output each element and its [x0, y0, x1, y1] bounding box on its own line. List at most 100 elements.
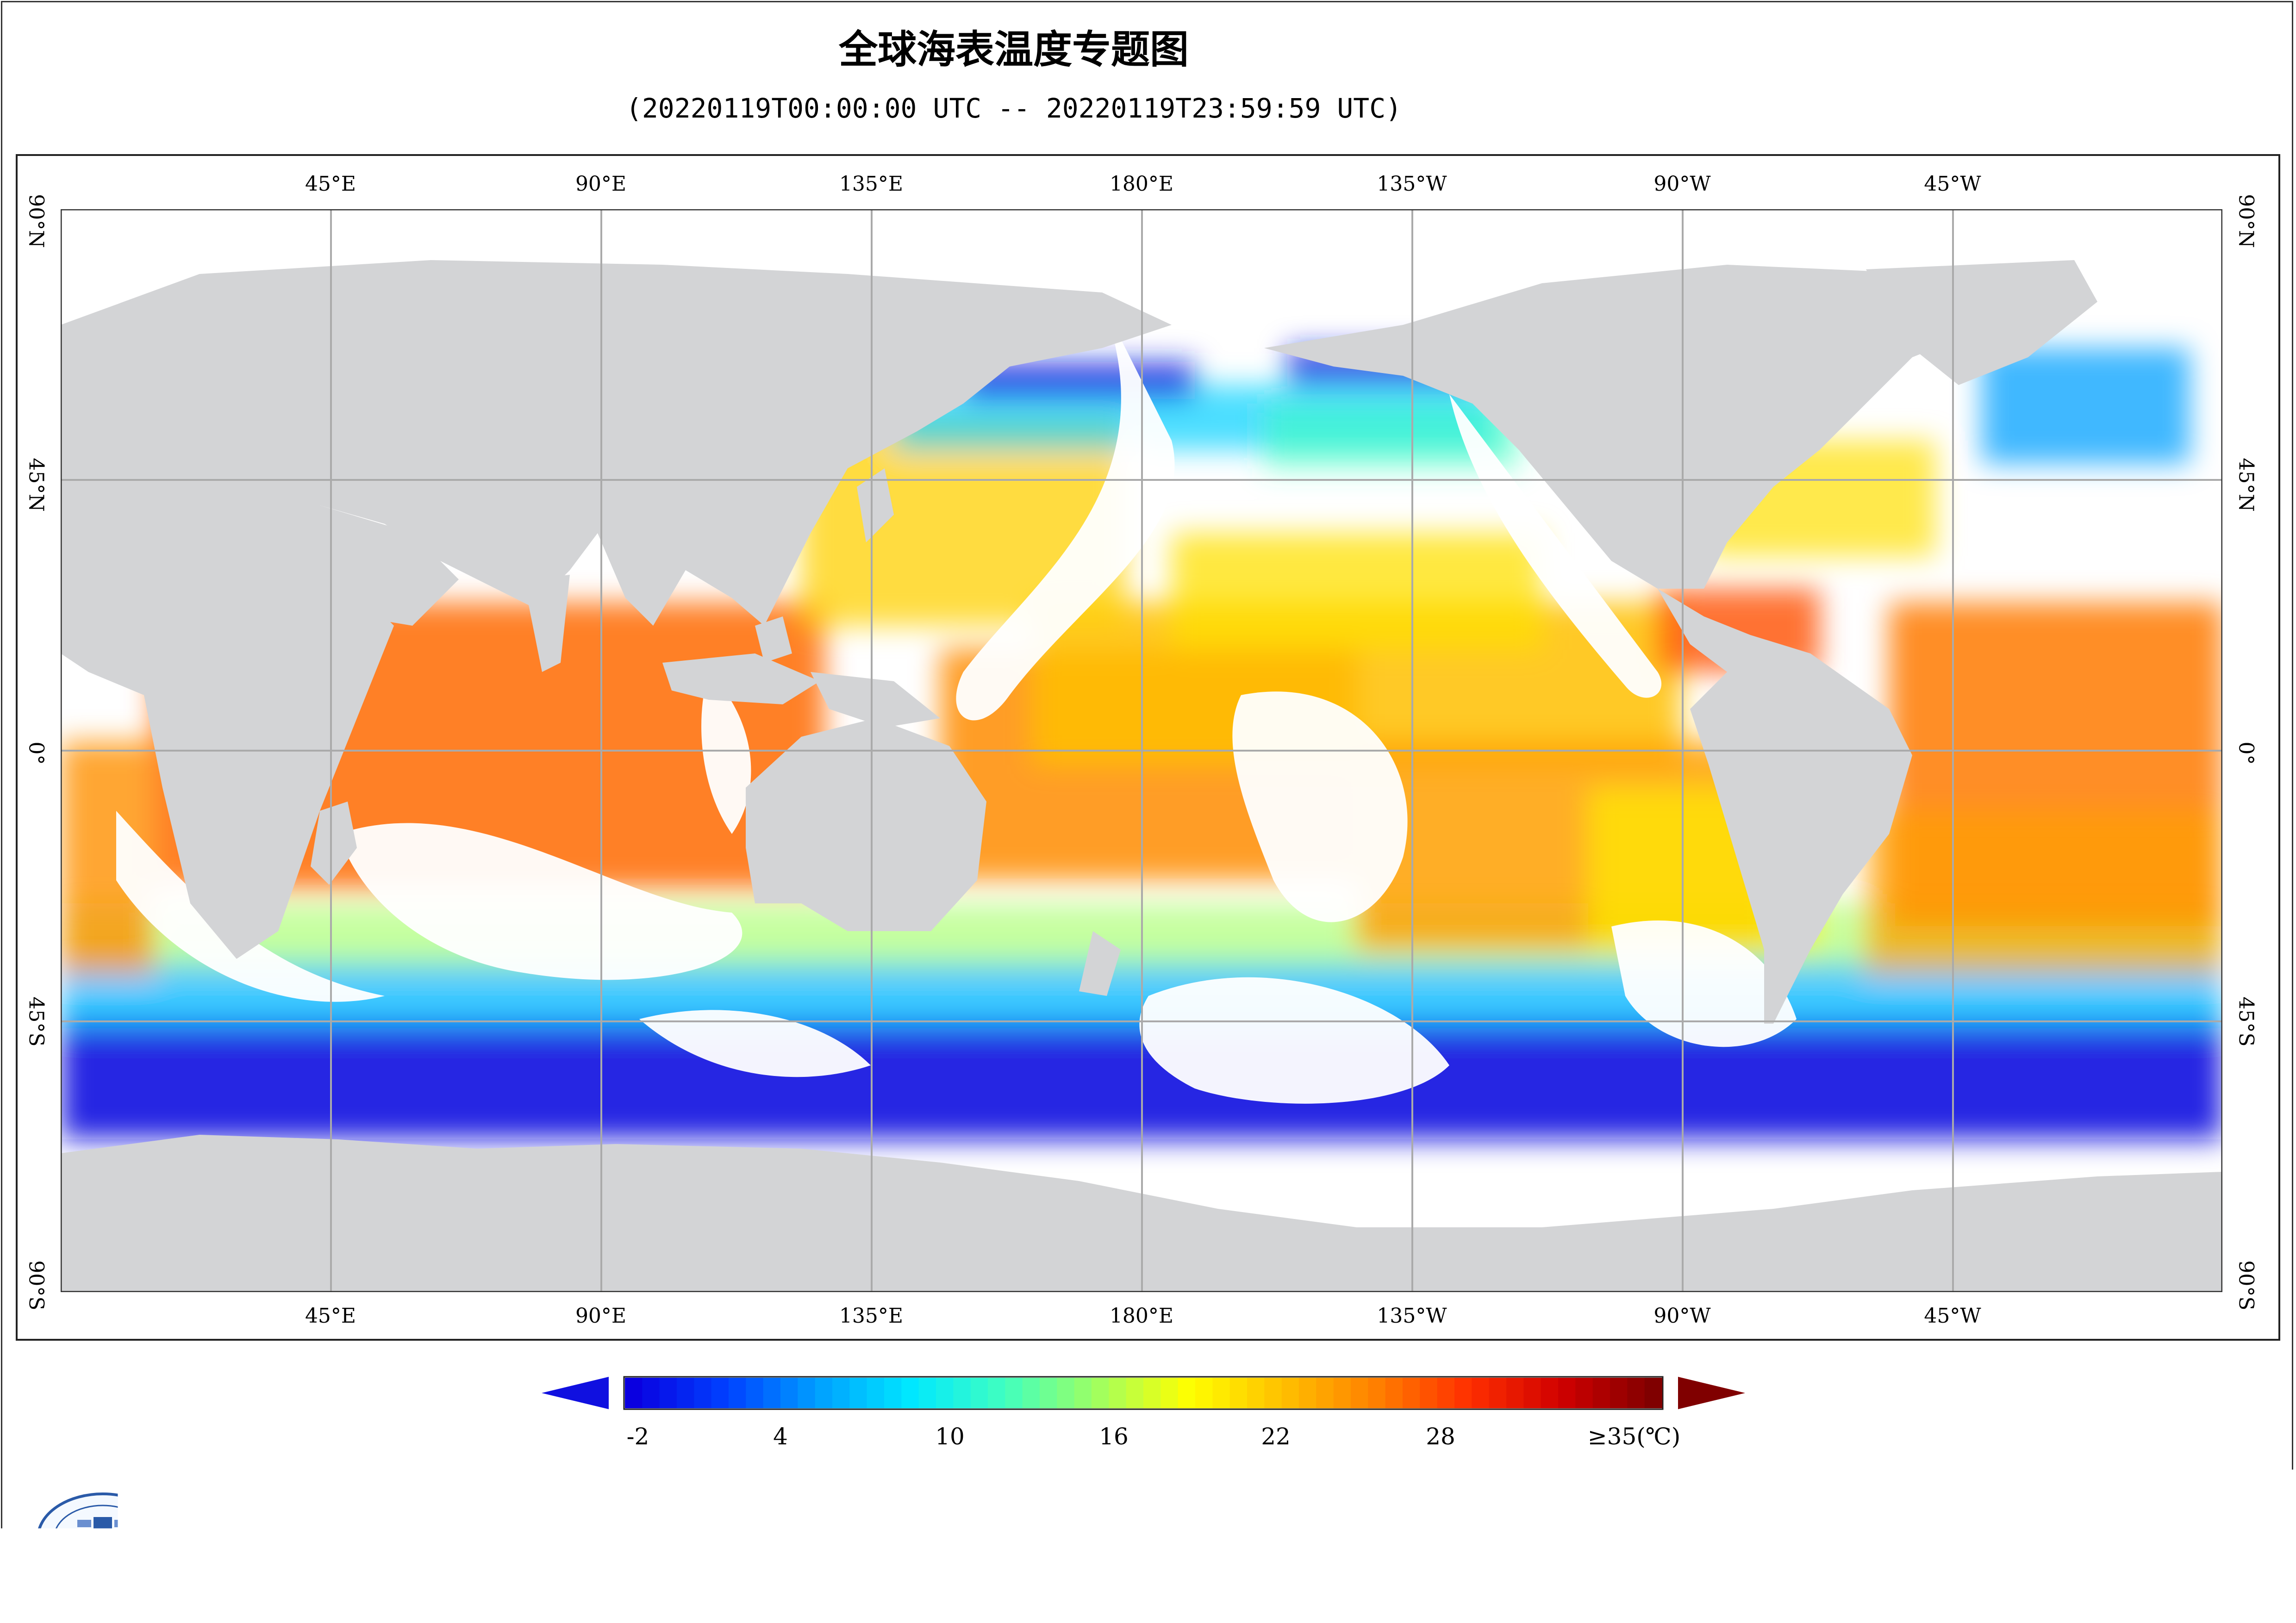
colorbar-bin [1541, 1378, 1559, 1408]
lon-label-bottom-135w: 135°W [1356, 1304, 1467, 1328]
colorbar-bin [1385, 1378, 1403, 1408]
colorbar-bin [1610, 1378, 1628, 1408]
sensor-name: 传 感 器：OCT [1859, 1561, 2024, 1595]
colorbar-bin [1005, 1378, 1023, 1408]
colorbar-bin [1299, 1378, 1316, 1408]
colorbar-max-arrow [1678, 1377, 1745, 1409]
lat-label-left-45s: 45°S [25, 976, 48, 1068]
mapping-unit: 制图单位：国家卫星海洋应用中心 [169, 1488, 530, 1523]
colorbar-bin [1454, 1378, 1472, 1408]
colorbar-bin [1489, 1378, 1507, 1408]
colorbar-tick-28: 28 [1385, 1423, 1496, 1450]
lat-label-right-45n: 45°N [2234, 439, 2258, 531]
colorbar-bin [953, 1378, 971, 1408]
lon-label-top-135w: 135°W [1356, 172, 1467, 196]
colorbar-tick-16: 16 [1058, 1423, 1169, 1450]
colorbar-bin [1437, 1378, 1455, 1408]
colorbar-bin [815, 1378, 833, 1408]
colorbar-bin [711, 1378, 729, 1408]
colorbar-bin [988, 1378, 1005, 1408]
colorbar-bin [729, 1378, 746, 1408]
colorbar-bin [971, 1378, 988, 1408]
colorbar [542, 1372, 1745, 1414]
lon-label-top-90e: 90°E [545, 172, 656, 196]
colorbar-bin [1212, 1378, 1230, 1408]
lat-label-left-45n: 45°N [25, 439, 48, 531]
colorbar-bin [1420, 1378, 1437, 1408]
colorbar-bin [1316, 1378, 1334, 1408]
colorbar-bin [1593, 1378, 1610, 1408]
colorbar-bin [763, 1378, 781, 1408]
colorbar-bin [1023, 1378, 1040, 1408]
lon-label-top-90w: 90°W [1627, 172, 1738, 196]
mapping-time: 制图时间：2022年01月20日 [169, 1561, 484, 1595]
colorbar-bin [1109, 1378, 1126, 1408]
colorbar-bin [1351, 1378, 1368, 1408]
colorbar-bin [1334, 1378, 1351, 1408]
colorbar-bin [849, 1378, 867, 1408]
lon-label-top-135e: 135°E [816, 172, 927, 196]
colorbar-tick-minus2: -2 [582, 1423, 693, 1450]
colorbar-tick-22: 22 [1220, 1423, 1331, 1450]
lon-label-top-45e: 45°E [275, 172, 386, 196]
nsoas-logo-icon [33, 1489, 172, 1586]
colorbar-bin [1178, 1378, 1196, 1408]
colorbar-bin [642, 1378, 660, 1408]
colorbar-bin [677, 1378, 694, 1408]
colorbar-bin [901, 1378, 919, 1408]
colorbar-bin [1472, 1378, 1489, 1408]
sst-map [61, 209, 2222, 1292]
colorbar-bin [1506, 1378, 1524, 1408]
colorbar-bin [936, 1378, 954, 1408]
colorbar-bin [1195, 1378, 1213, 1408]
colorbar-bin [1074, 1378, 1092, 1408]
colorbar-bin [1403, 1378, 1420, 1408]
colorbar-bin [1247, 1378, 1265, 1408]
lon-label-top-45w: 45°W [1897, 172, 2008, 196]
lat-label-left-90s: 90°S [25, 1239, 48, 1332]
colorbar-bin [1368, 1378, 1385, 1408]
coordinate-system: 坐标系：CGCS2000 [1096, 1488, 1326, 1523]
colorbar-bin [746, 1378, 763, 1408]
colorbar-bin [1040, 1378, 1057, 1408]
colorbar-bin [798, 1378, 815, 1408]
colorbar-bins [625, 1378, 1662, 1408]
lat-label-right-45s: 45°S [2234, 976, 2258, 1068]
colorbar-bin [1523, 1378, 1541, 1408]
lon-label-bottom-180e: 180°E [1086, 1304, 1197, 1328]
lat-label-left-0: 0° [25, 707, 48, 800]
colorbar-bin [832, 1378, 850, 1408]
colorbar-bin [1092, 1378, 1109, 1408]
colorbar-bin [1558, 1378, 1576, 1408]
colorbar-tick-10: 10 [894, 1423, 1005, 1450]
colorbar-bin [780, 1378, 798, 1408]
colorbar-bin [1264, 1378, 1282, 1408]
colorbar-bin [625, 1378, 643, 1408]
colorbar-bin [1160, 1378, 1178, 1408]
map-scale: 比例尺：1：100,000,000 [1096, 1561, 1385, 1595]
lon-label-bottom-135e: 135°E [816, 1304, 927, 1328]
colorbar-bin [694, 1378, 711, 1408]
colorbar-bin [1282, 1378, 1299, 1408]
colorbar-bin [1627, 1378, 1645, 1408]
map-title: 全球海表温度专题图 [0, 19, 2028, 75]
lon-label-top-180e: 180°E [1086, 172, 1197, 196]
colorbar-bin [867, 1378, 885, 1408]
colorbar-bin [1126, 1378, 1144, 1408]
lat-label-right-90n: 90°N [2234, 175, 2258, 267]
lat-label-right-0: 0° [2234, 707, 2258, 800]
colorbar-bin [1645, 1378, 1662, 1408]
lon-label-bottom-45e: 45°E [275, 1304, 386, 1328]
colorbar-bin [1230, 1378, 1248, 1408]
colorbar-bin [919, 1378, 936, 1408]
colorbar-bin [884, 1378, 902, 1408]
colorbar-bin [1575, 1378, 1593, 1408]
colorbar-tick-4: 4 [725, 1423, 836, 1450]
colorbar-min-arrow [542, 1377, 609, 1409]
satellite-name: 卫星名称：HY-1C [1859, 1488, 2055, 1523]
lat-label-right-90s: 90°S [2234, 1239, 2258, 1332]
colorbar-tick-35: ≥35(℃) [1578, 1423, 1690, 1450]
lon-label-bottom-90e: 90°E [545, 1304, 656, 1328]
lat-label-left-90n: 90°N [25, 175, 48, 267]
colorbar-bin [660, 1378, 677, 1408]
